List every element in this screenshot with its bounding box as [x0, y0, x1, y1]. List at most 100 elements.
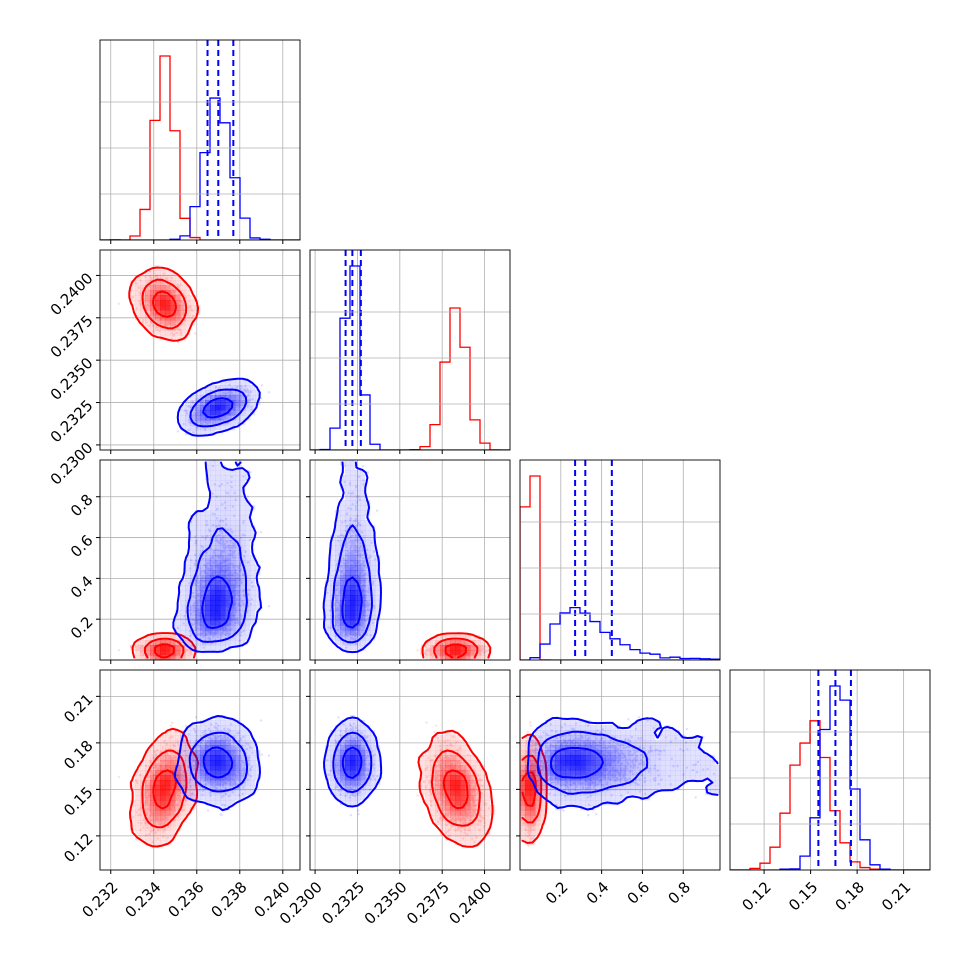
- scatter-point: [235, 393, 238, 397]
- scatter-point: [152, 312, 156, 315]
- scatter-point: [240, 400, 243, 403]
- scatter-point: [200, 403, 203, 406]
- scatter-point: [152, 310, 156, 313]
- scatter-point: [203, 417, 207, 420]
- scatter-point: [154, 316, 158, 319]
- scatter-point: [139, 302, 142, 306]
- scatter-point: [156, 283, 160, 286]
- y-tick-label-1-2: 0.2350: [47, 354, 97, 404]
- scatter-point: [172, 323, 175, 326]
- scatter-point: [242, 395, 245, 399]
- scatter-point: [147, 301, 151, 304]
- density-cell: [240, 385, 246, 391]
- plot-area: [100, 40, 300, 240]
- scatter-point: [152, 290, 155, 293]
- scatter-point: [194, 420, 198, 423]
- scatter-point: [179, 297, 182, 301]
- scatter-point: [179, 300, 183, 304]
- scatter-point: [267, 391, 271, 394]
- scatter-point: [148, 274, 151, 278]
- scatter-point: [178, 328, 181, 332]
- scatter-point: [198, 414, 201, 418]
- scatter-point: [160, 318, 164, 321]
- scatter-point: [199, 415, 203, 418]
- scatter-point: [161, 287, 164, 291]
- scatter-point: [173, 319, 176, 322]
- density-cell: [165, 335, 171, 341]
- scatter-point: [182, 309, 185, 312]
- scatter-point: [211, 422, 215, 425]
- scatter-point: [144, 296, 147, 299]
- scatter-point: [200, 402, 204, 405]
- density-cell: [175, 330, 181, 336]
- scatter-point: [237, 410, 241, 413]
- scatter-point: [179, 310, 182, 314]
- scatter-point: [144, 295, 148, 298]
- scatter-point: [236, 405, 239, 408]
- density-cell: [175, 320, 181, 326]
- scatter-point: [203, 416, 206, 419]
- density-cell: [185, 650, 191, 656]
- scatter-point: [236, 403, 239, 406]
- scatter-point: [240, 404, 244, 407]
- scatter-point: [218, 386, 221, 390]
- scatter-point: [240, 405, 243, 408]
- scatter-point: [226, 392, 230, 395]
- scatter-point: [198, 416, 201, 420]
- scatter-point: [170, 291, 173, 295]
- scatter-point: [171, 290, 174, 293]
- scatter-point: [203, 416, 206, 419]
- density-cell: [235, 395, 241, 401]
- scatter-point: [169, 325, 172, 328]
- scatter-point: [200, 418, 203, 421]
- scatter-point: [218, 419, 221, 422]
- density-cell: [185, 315, 191, 321]
- scatter-point: [195, 408, 198, 411]
- scatter-point: [190, 308, 193, 311]
- scatter-point: [199, 409, 202, 412]
- scatter-point: [218, 442, 220, 444]
- scatter-point: [201, 420, 204, 423]
- scatter-point: [199, 408, 202, 411]
- scatter-point: [208, 394, 211, 398]
- scatter-point: [202, 419, 205, 422]
- scatter-point: [156, 287, 159, 290]
- scatter-point: [149, 286, 152, 290]
- scatter-point: [173, 322, 176, 325]
- scatter-point: [202, 403, 205, 407]
- scatter-point: [150, 289, 153, 292]
- scatter-point: [144, 275, 147, 278]
- scatter-point: [236, 397, 239, 401]
- density-cell: [130, 295, 136, 301]
- scatter-point: [174, 320, 177, 324]
- scatter-point: [239, 403, 243, 407]
- scatter-point: [145, 321, 148, 324]
- scatter-point: [152, 292, 155, 295]
- scatter-point: [176, 319, 180, 322]
- scatter-point: [164, 286, 167, 289]
- density-cell: [245, 390, 251, 396]
- scatter-point: [206, 418, 209, 421]
- scatter-point: [180, 300, 183, 303]
- scatter-point: [200, 403, 203, 406]
- scatter-point: [241, 403, 244, 406]
- scatter-point: [235, 411, 239, 415]
- scatter-point: [196, 413, 199, 416]
- scatter-point: [224, 416, 228, 419]
- scatter-point: [159, 287, 163, 290]
- scatter-point: [170, 324, 174, 328]
- scatter-point: [239, 396, 242, 399]
- scatter-point: [191, 401, 195, 405]
- density-cell: [160, 275, 166, 281]
- scatter-point: [239, 398, 243, 401]
- scatter-point: [233, 395, 236, 399]
- hist-panel-0: [99, 39, 301, 244]
- scatter-point: [174, 289, 177, 292]
- density-cell: [215, 405, 221, 411]
- scatter-point: [227, 392, 230, 395]
- scatter-point: [205, 420, 208, 423]
- scatter-point: [200, 406, 204, 410]
- scatter-point: [201, 419, 204, 422]
- scatter-point: [152, 290, 155, 293]
- density-cell: [170, 290, 176, 296]
